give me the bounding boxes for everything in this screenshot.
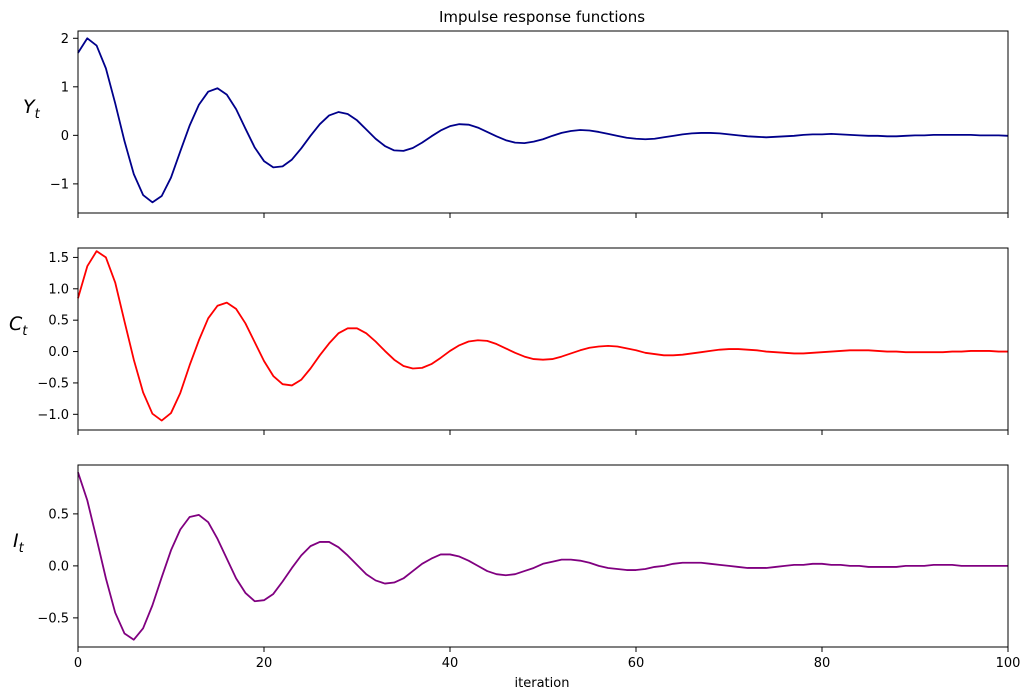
x-tick-label: 20: [256, 656, 273, 671]
y-tick-label-y: 0: [61, 129, 69, 144]
axes-frame-i: [77, 464, 1009, 648]
y-axis-label-subscript: t: [35, 107, 41, 122]
chart-title: Impulse response functions: [439, 8, 645, 26]
y-tick-label-c: 1.5: [48, 251, 69, 266]
y-axis-label-main: Y: [23, 96, 36, 118]
x-tick-label: 0: [74, 656, 82, 671]
y-tick-label-c: 0.0: [48, 345, 69, 360]
y-axis-label-i: It: [13, 530, 25, 556]
y-axis-label-subscript: t: [22, 324, 28, 339]
series-line-y: [77, 37, 1009, 204]
panel-c: −1.0 −0.5 0.0 0.5 1.0 1.5 Ct: [9, 247, 1009, 435]
y-tick-label-c: 0.5: [48, 314, 69, 329]
x-axis-label: iteration: [515, 676, 570, 691]
axes-frame-y: [77, 30, 1009, 214]
y-axis-label-y: Yt: [23, 96, 41, 122]
y-axis-label-main: I: [13, 530, 19, 552]
y-axis-label-c: Ct: [9, 313, 28, 339]
y-tick-label-c: −1.0: [37, 408, 69, 423]
x-tick-label: 100: [996, 656, 1021, 671]
x-tick-label: 60: [628, 656, 645, 671]
x-tick-label: 40: [442, 656, 459, 671]
y-tick-label-i: 0.0: [48, 559, 69, 574]
y-tick-label-y: 1: [61, 80, 69, 95]
y-tick-label-y: 2: [61, 32, 69, 47]
x-tick-label: 80: [814, 656, 831, 671]
y-tick-label-c: −0.5: [37, 376, 69, 391]
panel-y: −1 0 1 2 Yt: [23, 30, 1009, 218]
y-tick-label-i: 0.5: [48, 507, 69, 522]
panels-container: −1 0 1 2 Yt −1.0 −0.5 0.0 0.5 1.0 1.5 Ct −0.5 0.0 0.5 0…: [9, 30, 1021, 671]
y-axis-label-subscript: t: [19, 541, 25, 556]
series-line-c: [77, 250, 1008, 422]
y-axis-label-main: C: [9, 313, 23, 335]
y-tick-label-c: 1.0: [48, 282, 69, 297]
y-tick-label-y: −1: [50, 177, 69, 192]
axes-frame-c: [77, 247, 1009, 431]
panel-i: −0.5 0.0 0.5 0 20 40 60 80 100 It: [13, 464, 1021, 671]
y-tick-label-i: −0.5: [37, 611, 69, 626]
series-line-i: [77, 471, 1008, 641]
